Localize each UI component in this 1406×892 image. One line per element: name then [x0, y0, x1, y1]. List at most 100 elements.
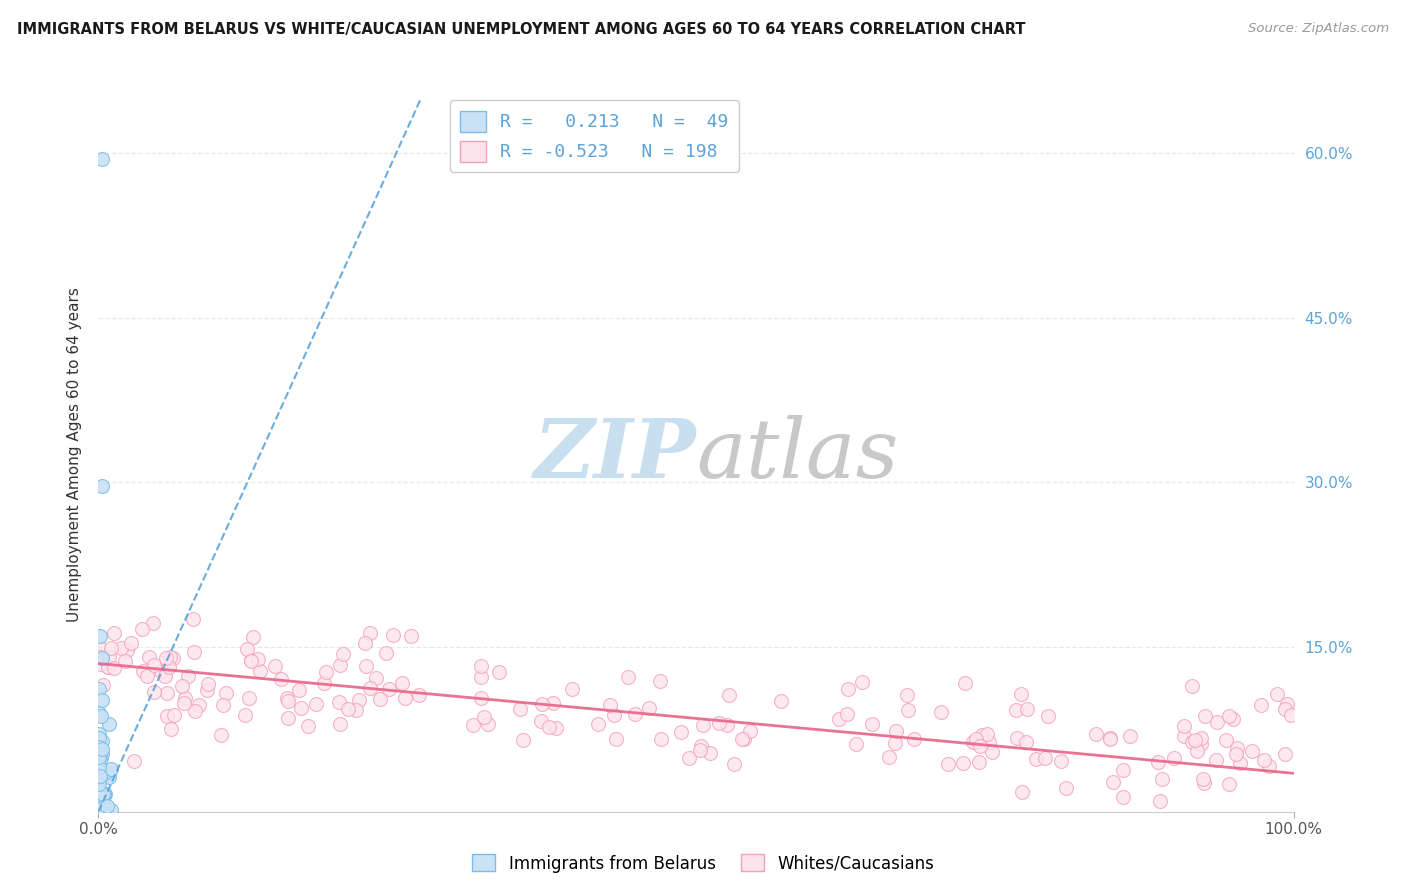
Point [1274, 702, 1296, 716]
Point [347, 692, 370, 706]
Point [328, 695, 350, 709]
Point [188, 698, 211, 713]
Point [89, 785, 111, 799]
Text: IMMIGRANTS FROM BELARUS VS WHITE/CAUCASIAN UNEMPLOYMENT AMONG AGES 60 TO 64 YEAR: IMMIGRANTS FROM BELARUS VS WHITE/CAUCASI… [17, 22, 1025, 37]
Point [883, 736, 905, 750]
Point [723, 756, 745, 771]
Point [87, 739, 110, 754]
Point [247, 652, 270, 666]
Point [97, 660, 120, 674]
Point [538, 720, 561, 734]
Point [315, 665, 337, 679]
Point [270, 672, 292, 686]
Point [98, 770, 121, 784]
Point [93, 804, 115, 818]
Point [91, 788, 114, 802]
Y-axis label: Unemployment Among Ages 60 to 64 years: Unemployment Among Ages 60 to 64 years [66, 287, 82, 623]
Point [288, 682, 311, 697]
Point [599, 698, 621, 712]
Point [1099, 731, 1122, 746]
Point [87, 777, 110, 791]
Point [472, 710, 495, 724]
Point [1181, 735, 1204, 749]
Point [408, 688, 430, 702]
Point [877, 750, 900, 764]
Point [605, 732, 627, 747]
Point [249, 664, 271, 678]
Point [953, 676, 976, 690]
Point [354, 635, 377, 649]
Point [90, 692, 112, 706]
Point [90, 733, 112, 747]
Point [142, 615, 165, 630]
Point [132, 665, 155, 679]
Point [1112, 763, 1135, 777]
Point [1181, 679, 1204, 693]
Point [156, 686, 179, 700]
Point [209, 728, 232, 742]
Point [733, 731, 755, 746]
Point [114, 655, 136, 669]
Point [87, 706, 110, 720]
Point [837, 681, 859, 696]
Point [1206, 714, 1229, 729]
Point [1191, 772, 1213, 786]
Point [183, 612, 205, 626]
Point [929, 705, 952, 719]
Point [965, 735, 987, 749]
Point [91, 796, 114, 810]
Legend: R =   0.213   N =  49, R = -0.523   N = 198: R = 0.213 N = 49, R = -0.523 N = 198 [450, 100, 740, 172]
Point [276, 691, 298, 706]
Point [1010, 687, 1032, 701]
Point [1218, 776, 1240, 790]
Point [177, 669, 200, 683]
Point [1250, 698, 1272, 712]
Point [332, 648, 354, 662]
Point [1054, 780, 1077, 795]
Point [87, 789, 110, 803]
Point [87, 739, 110, 754]
Point [962, 734, 984, 748]
Point [650, 731, 672, 746]
Point [93, 678, 115, 692]
Point [689, 742, 711, 756]
Point [89, 739, 111, 754]
Point [699, 746, 721, 760]
Point [1226, 741, 1249, 756]
Point [1111, 790, 1133, 805]
Point [650, 674, 672, 689]
Point [366, 671, 388, 685]
Point [952, 756, 974, 771]
Point [89, 802, 111, 816]
Point [1007, 731, 1029, 746]
Point [969, 755, 991, 769]
Point [692, 718, 714, 732]
Point [1101, 775, 1123, 789]
Point [89, 768, 111, 782]
Point [1098, 731, 1121, 746]
Point [240, 654, 263, 668]
Point [103, 661, 125, 675]
Point [709, 716, 731, 731]
Point [155, 709, 177, 723]
Point [98, 717, 121, 731]
Point [122, 754, 145, 768]
Point [543, 697, 565, 711]
Point [1173, 719, 1195, 733]
Point [215, 686, 238, 700]
Point [159, 649, 181, 664]
Point [470, 670, 492, 684]
Point [470, 690, 492, 705]
Point [162, 650, 184, 665]
Point [264, 659, 287, 673]
Point [827, 712, 849, 726]
Point [671, 724, 693, 739]
Point [1184, 733, 1206, 747]
Point [94, 764, 117, 779]
Point [860, 717, 883, 731]
Point [1015, 701, 1038, 715]
Point [1050, 755, 1073, 769]
Point [240, 653, 263, 667]
Point [89, 750, 111, 764]
Point [242, 630, 264, 644]
